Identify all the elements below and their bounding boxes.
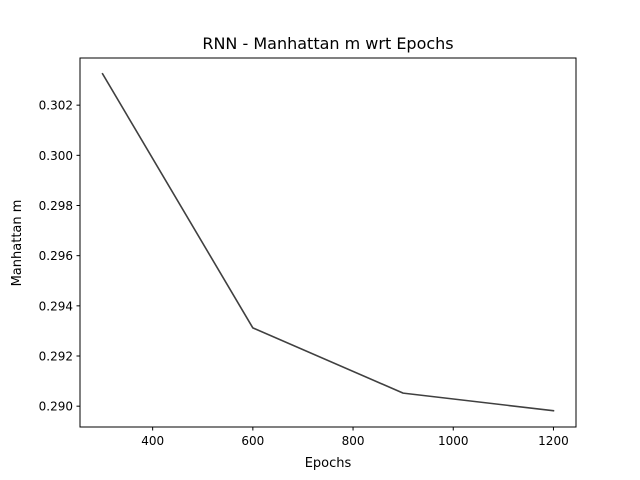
y-tick-label: 0.296 — [39, 249, 73, 263]
y-tick-label: 0.298 — [39, 199, 73, 213]
x-tick-label: 1200 — [538, 434, 569, 448]
plot-area-frame — [79, 57, 577, 428]
chart-title: RNN - Manhattan m wrt Epochs — [202, 34, 453, 53]
series-layer — [101, 72, 555, 412]
y-tick-label: 0.292 — [39, 350, 73, 364]
y-tick-label: 0.294 — [39, 299, 73, 313]
x-axis-ticks: 400 600 800 1000 1200 — [141, 427, 569, 448]
y-tick-label: 0.300 — [39, 149, 73, 163]
y-tick-label: 0.290 — [39, 400, 73, 414]
y-axis-label: Manhattan m — [10, 200, 25, 287]
x-tick-label: 400 — [141, 434, 164, 448]
series-line-0 — [101, 72, 555, 412]
y-axis-ticks: 0.290 0.292 0.294 0.296 0.298 0.300 0.302 — [39, 99, 80, 414]
x-axis-label: Epochs — [305, 456, 352, 471]
x-tick-label: 600 — [241, 434, 264, 448]
x-tick-label: 1000 — [438, 434, 469, 448]
x-tick-label: 800 — [342, 434, 365, 448]
y-tick-label: 0.302 — [39, 99, 73, 113]
